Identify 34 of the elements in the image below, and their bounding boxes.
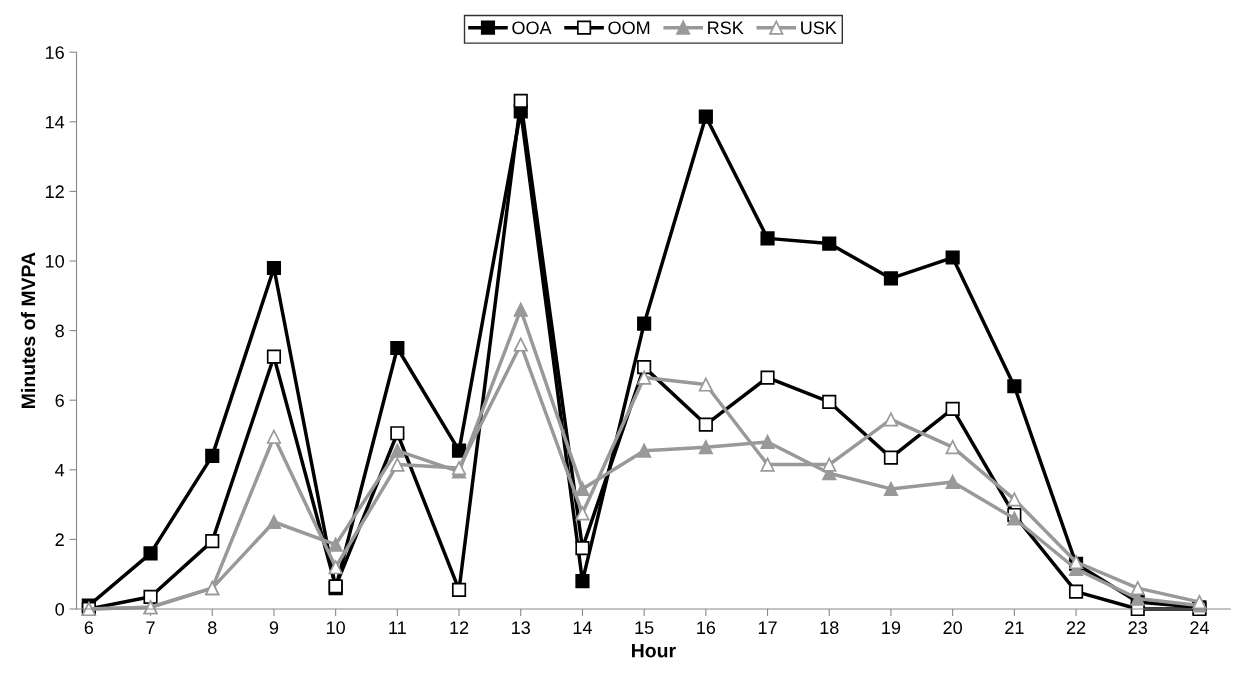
y-tick-label: 0 [55, 602, 64, 616]
x-tick-label: 17 [758, 621, 777, 634]
x-tick-label: 8 [208, 621, 217, 635]
y-tick-label: 8 [55, 324, 64, 338]
y-tick-label: 16 [46, 46, 64, 59]
y-tick-label: 10 [46, 254, 64, 268]
legend-label: RSK [708, 21, 744, 35]
y-tick-label: 14 [46, 115, 65, 129]
x-tick-label: 15 [635, 621, 654, 635]
x-tick-label: 6 [84, 621, 94, 635]
x-tick-label: 20 [943, 621, 962, 635]
x-tick-label: 23 [1128, 621, 1147, 635]
legend-label: OOA [512, 21, 552, 35]
x-tick-label: 18 [820, 621, 839, 635]
y-axis-title: Minutes of MVPA [20, 252, 36, 408]
legend-label: USK [801, 21, 837, 35]
x-axis-title: Hour [632, 643, 676, 658]
x-tick-label: 11 [389, 621, 406, 634]
x-tick-label: 7 [146, 621, 155, 634]
x-tick-label: 21 [1005, 621, 1024, 634]
x-tick-label: 9 [269, 621, 279, 635]
y-tick-label: 2 [55, 533, 64, 546]
x-tick-label: 14 [573, 621, 592, 634]
y-tick-label: 6 [55, 394, 64, 407]
y-tick-label: 4 [55, 463, 65, 477]
x-tick-label: 13 [512, 621, 530, 635]
legend-label: OOM [608, 21, 650, 35]
x-tick-label: 22 [1066, 621, 1086, 634]
x-tick-label: 19 [882, 621, 901, 635]
x-tick-label: 12 [450, 621, 469, 634]
x-tick-label: 24 [1190, 621, 1209, 634]
x-tick-label: 16 [697, 621, 716, 635]
x-tick-label: 10 [326, 621, 345, 635]
y-tick-label: 12 [46, 185, 64, 198]
